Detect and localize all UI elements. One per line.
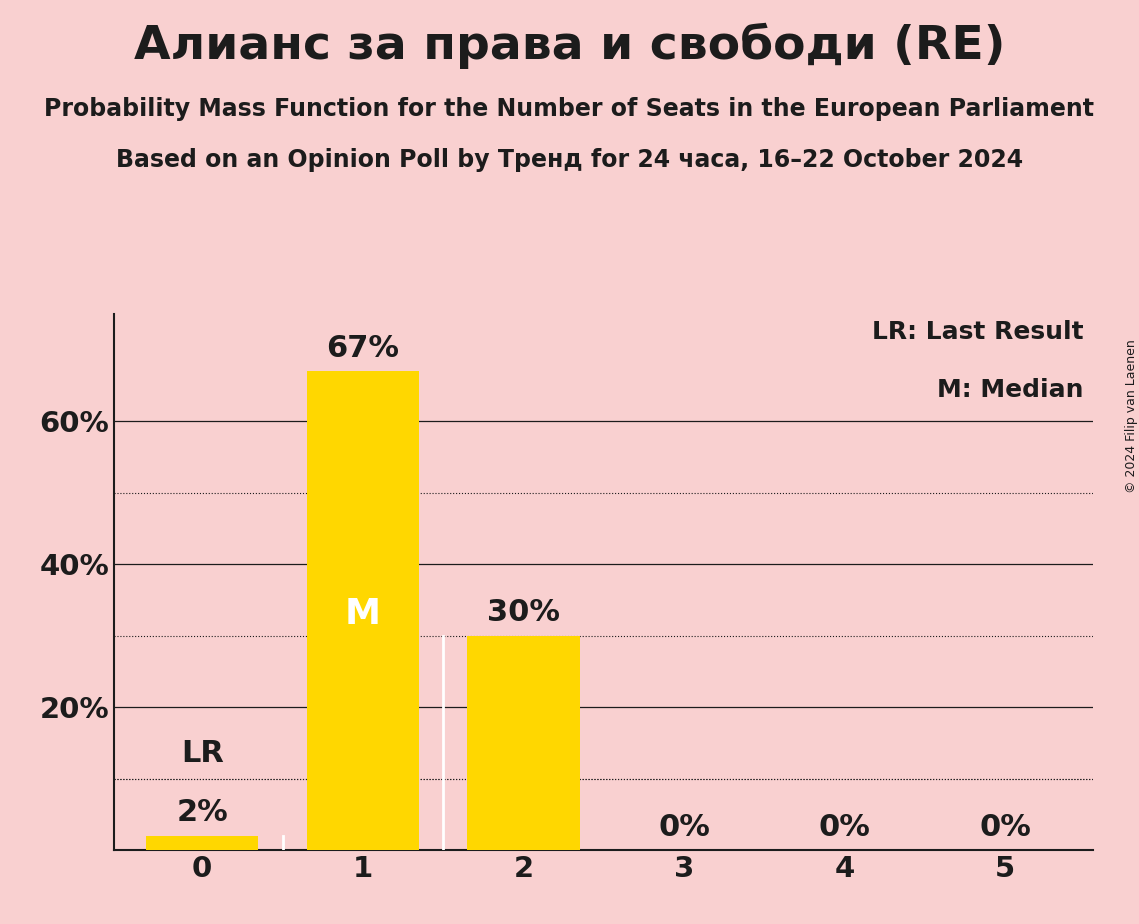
Text: LR: LR — [181, 739, 223, 768]
Text: 0%: 0% — [980, 812, 1031, 842]
Bar — [467, 636, 580, 850]
Bar — [306, 371, 419, 850]
Text: 67%: 67% — [326, 334, 400, 363]
Text: 30%: 30% — [486, 598, 560, 627]
Text: 0%: 0% — [819, 812, 870, 842]
Bar — [146, 836, 259, 850]
Text: © 2024 Filip van Laenen: © 2024 Filip van Laenen — [1124, 339, 1138, 492]
Text: 0%: 0% — [658, 812, 710, 842]
Text: LR: Last Result: LR: Last Result — [872, 320, 1083, 344]
Text: M: Median: M: Median — [937, 379, 1083, 403]
Text: M: M — [345, 597, 380, 631]
Text: Probability Mass Function for the Number of Seats in the European Parliament: Probability Mass Function for the Number… — [44, 97, 1095, 121]
Text: Алианс за права и свободи (RE): Алианс за права и свободи (RE) — [133, 23, 1006, 69]
Text: Based on an Opinion Poll by Тренд for 24 часа, 16–22 October 2024: Based on an Opinion Poll by Тренд for 24… — [116, 148, 1023, 172]
Text: 2%: 2% — [177, 798, 228, 827]
